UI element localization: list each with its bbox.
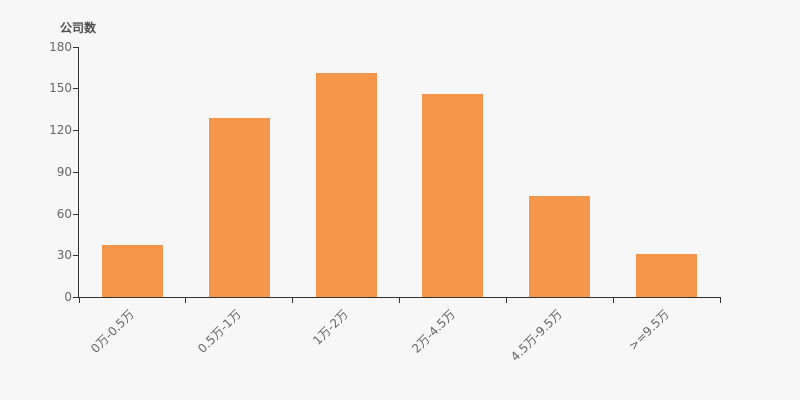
y-axis-tick — [73, 255, 78, 257]
y-axis-tick — [73, 171, 78, 173]
y-axis-tick-label: 150 — [49, 81, 72, 96]
y-axis-tick-label: 0 — [64, 290, 72, 304]
x-axis-label: 4.5万-9.5万 — [507, 307, 565, 364]
x-axis-tick — [292, 298, 294, 303]
chart-bar[interactable] — [529, 195, 591, 298]
x-axis-line — [78, 297, 721, 298]
y-axis-tick-label: 60 — [56, 206, 72, 221]
y-axis-title: 公司数 — [60, 21, 97, 35]
y-axis-tick — [73, 130, 78, 131]
y-axis-tick-label: 180 — [49, 39, 72, 54]
chart-bar[interactable] — [315, 73, 377, 298]
chart-bar[interactable] — [636, 254, 698, 298]
x-axis-label: 2万-4.5万 — [409, 307, 458, 356]
x-axis-label: 1万-2万 — [310, 307, 352, 348]
y-axis-tick — [73, 88, 78, 90]
x-axis-tick — [78, 298, 80, 303]
x-axis-tick — [719, 298, 721, 303]
y-axis-tick-label: 30 — [56, 248, 72, 263]
x-axis-label: 0.5万-1万 — [195, 307, 245, 356]
x-axis-tick — [612, 298, 614, 303]
x-axis-tick — [505, 298, 507, 303]
x-axis-label: 0万-0.5万 — [88, 307, 138, 356]
y-axis-tick — [73, 297, 78, 298]
x-axis-tick — [185, 298, 187, 303]
chart-bar[interactable] — [208, 117, 270, 298]
y-axis-tick-label: 90 — [56, 164, 72, 179]
y-axis-tick-label: 120 — [49, 123, 72, 137]
y-axis-tick — [73, 213, 78, 215]
chart-bar[interactable] — [101, 244, 163, 298]
chart-bar[interactable] — [422, 94, 484, 298]
x-axis-label: >=9.5万 — [625, 307, 672, 354]
y-axis-line — [78, 47, 79, 298]
y-axis-tick — [73, 46, 78, 48]
x-axis-tick — [399, 298, 400, 303]
